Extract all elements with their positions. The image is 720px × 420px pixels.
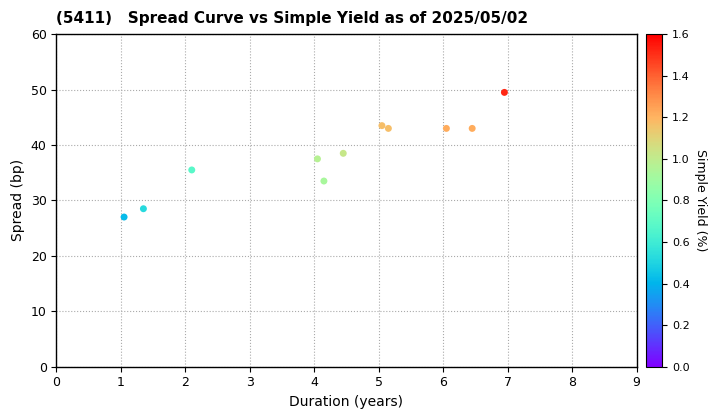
Point [118,214,130,220]
Point [382,125,394,132]
Y-axis label: Spread (bp): Spread (bp) [11,159,25,242]
Point [441,125,452,132]
Point [138,205,149,212]
Point [318,178,330,184]
Point [467,125,478,132]
Y-axis label: Simple Yield (%): Simple Yield (%) [693,149,706,252]
Text: (5411)   Spread Curve vs Simple Yield as of 2025/05/02: (5411) Spread Curve vs Simple Yield as o… [56,11,528,26]
Point [186,167,197,173]
X-axis label: Duration (years): Duration (years) [289,395,403,409]
Point [338,150,349,157]
Point [312,155,323,162]
Point [499,89,510,96]
Point [376,122,387,129]
